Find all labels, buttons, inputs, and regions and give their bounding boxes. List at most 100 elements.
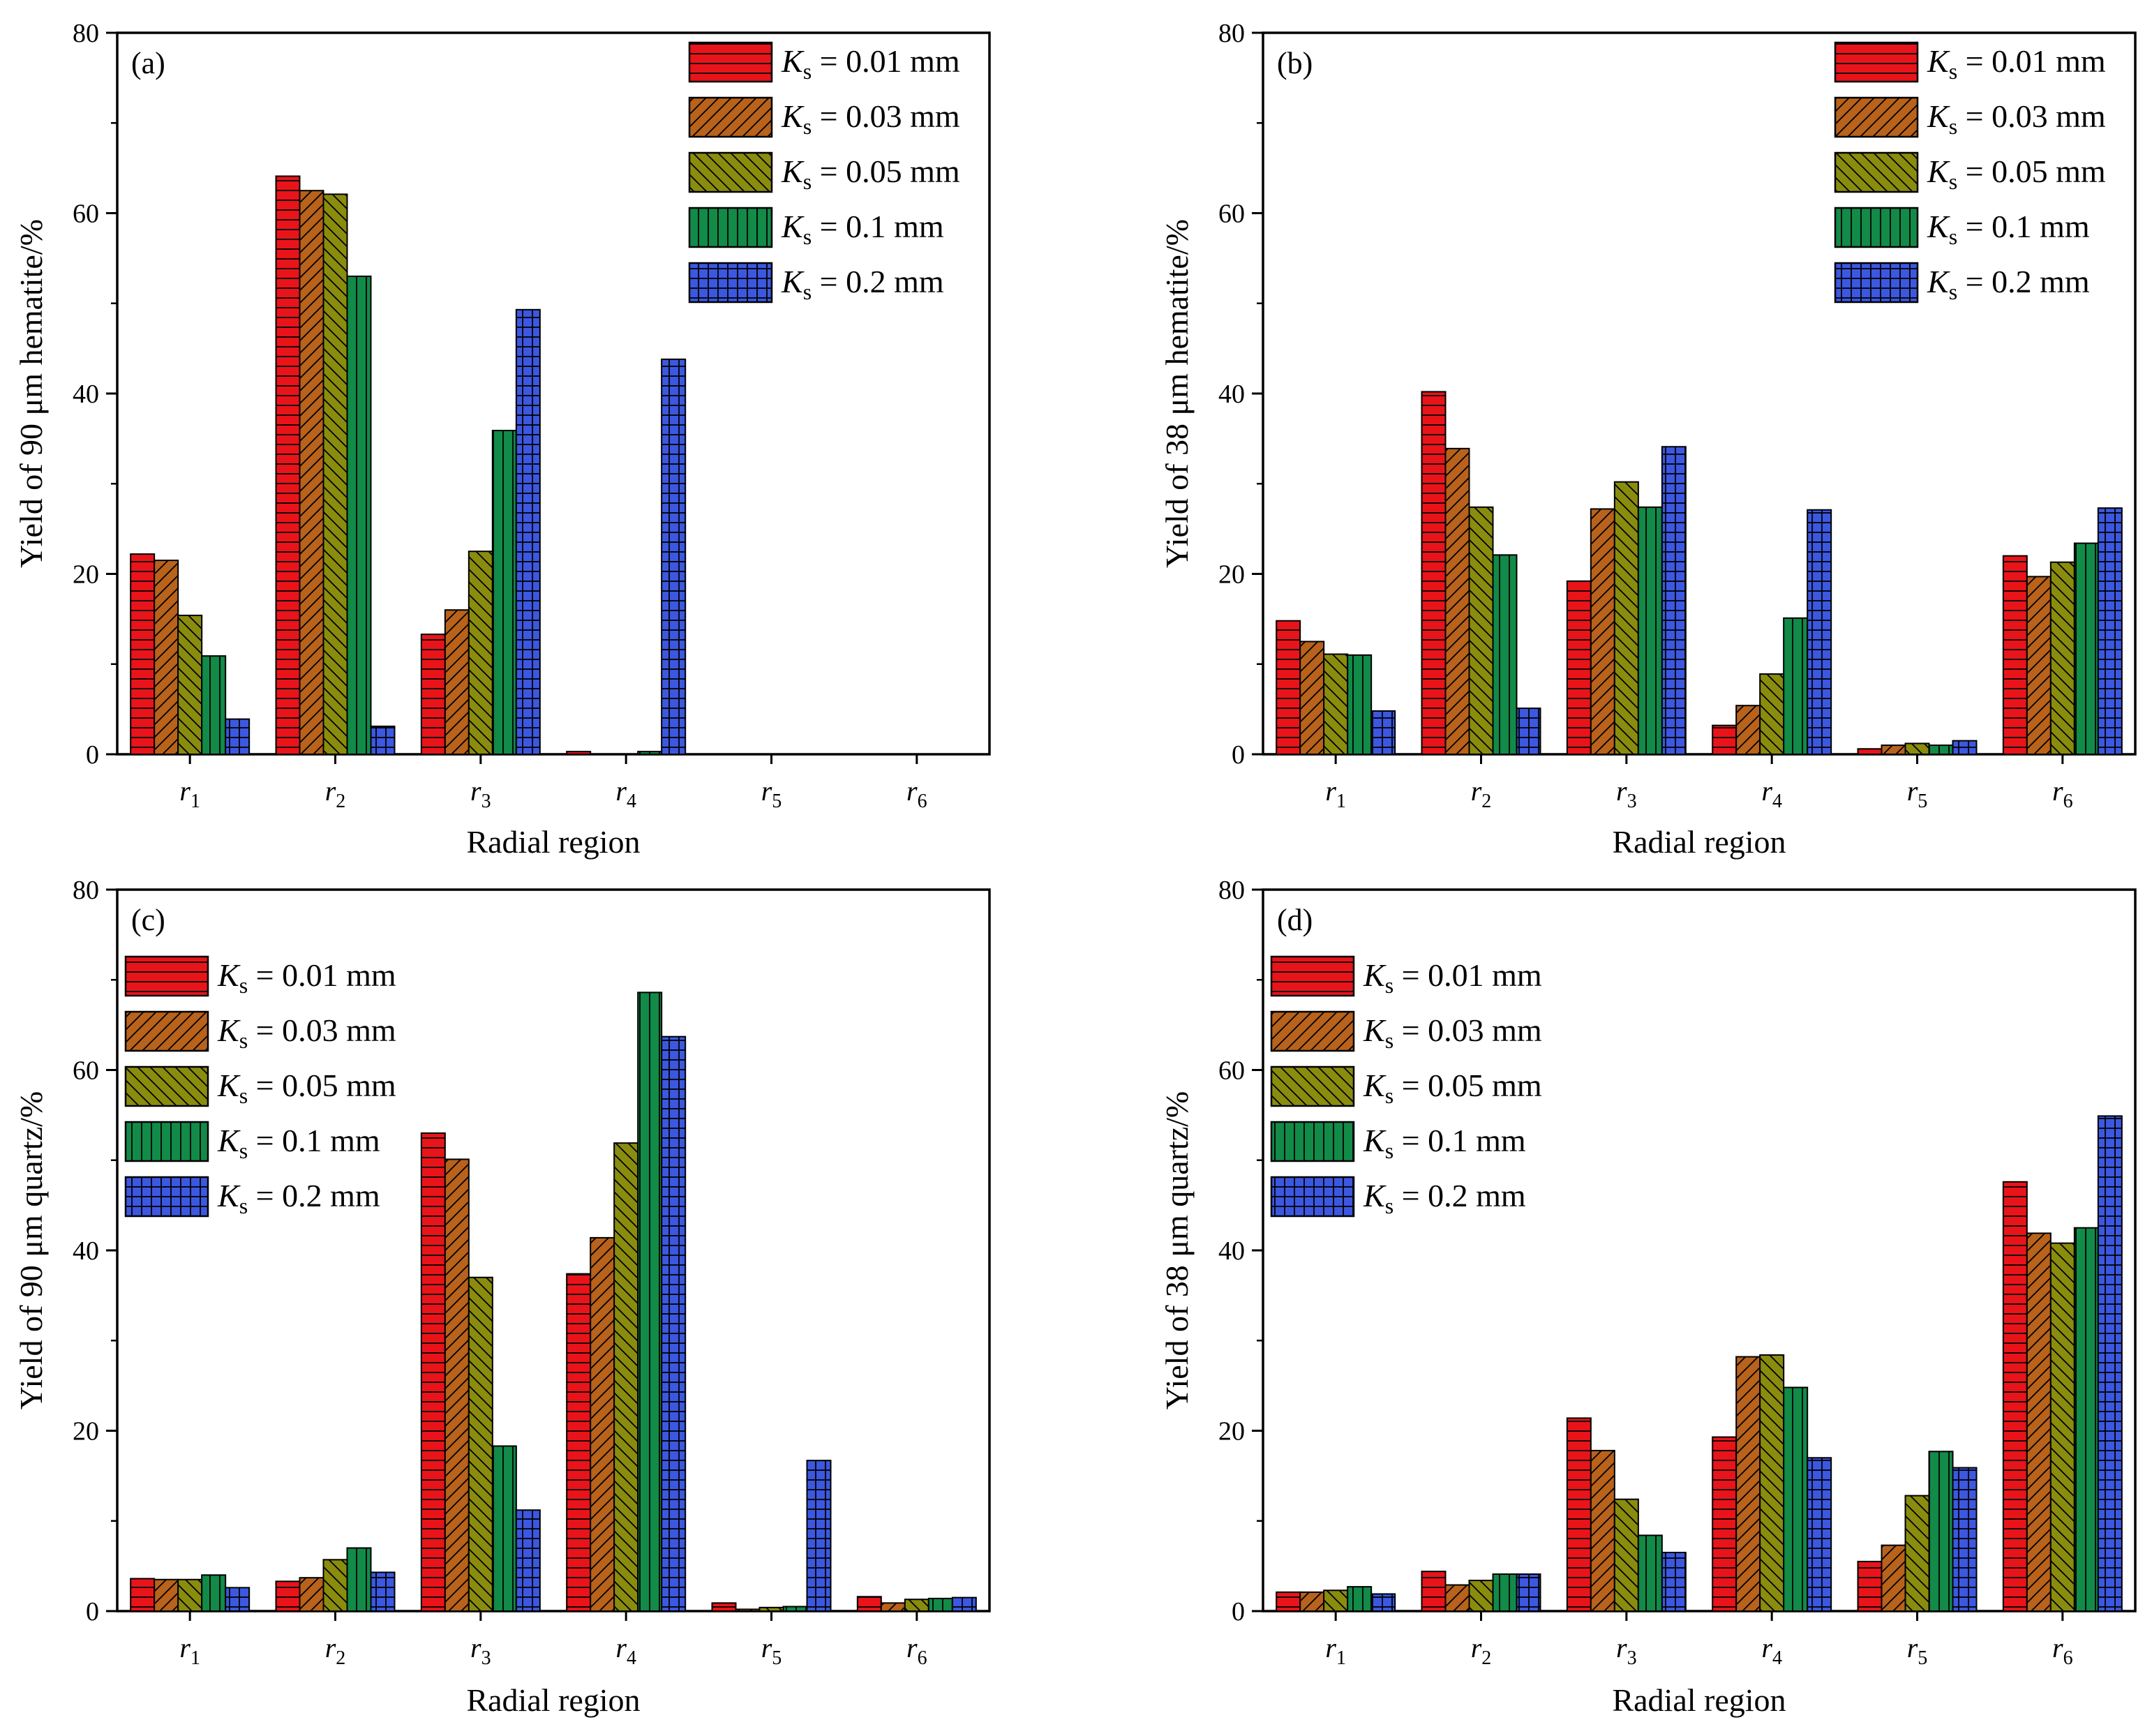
panel-label-c: (c) <box>131 903 165 937</box>
bar-b-r4-s2 <box>1759 673 1785 756</box>
bar-a-r1-s3 <box>201 655 227 755</box>
bar-c-r3-s4 <box>515 1509 541 1612</box>
bar-d-r4-s3 <box>1783 1386 1809 1612</box>
legend-label-d-0: Ks = 0.01 mm <box>1363 957 1542 998</box>
legend-label-a-3: Ks = 0.1 mm <box>781 209 944 249</box>
bar-c-r4-s4 <box>661 1035 687 1612</box>
y-tick-label-c-0: 0 <box>86 1597 99 1626</box>
plot-frame-c <box>116 888 991 1612</box>
bar-d-r1-s0 <box>1276 1591 1301 1612</box>
legend-swatch-d-3 <box>1270 1121 1355 1162</box>
x-tick-label-b-r3: r3 <box>1616 775 1637 812</box>
plot-frame-a <box>116 31 991 756</box>
ticks-a: r1 r2 r3 r4 r5 r6 0 20 40 60 80 <box>73 19 927 812</box>
bar-c-r6-s0 <box>856 1596 882 1612</box>
legend-swatch-a-2 <box>688 151 773 193</box>
legend-label-c-3: Ks = 0.1 mm <box>217 1123 380 1163</box>
legend-item-d-1: Ks = 0.03 mm <box>1270 1010 1542 1053</box>
legend-a: Ks = 0.01 mm Ks = 0.03 mm Ks = 0.05 mm Ks =… <box>688 41 960 304</box>
legend-label-c-4: Ks = 0.2 mm <box>217 1178 380 1218</box>
y-tick-label-b-80: 80 <box>1218 19 1245 48</box>
bar-c-r4-s1 <box>590 1236 615 1612</box>
x-tick-label-a-r3: r3 <box>470 775 491 812</box>
legend-item-a-3: Ks = 0.1 mm <box>688 207 944 249</box>
legend-item-c-2: Ks = 0.05 mm <box>124 1065 396 1108</box>
legend-label-b-1: Ks = 0.03 mm <box>1927 98 2106 139</box>
bar-a-r3-s4 <box>515 308 541 755</box>
bar-d-r3-s3 <box>1637 1534 1663 1612</box>
bar-b-r3-s4 <box>1661 446 1687 755</box>
bar-c-r5-s4 <box>806 1460 832 1612</box>
bar-c-r5-s2 <box>759 1606 784 1612</box>
bars-c <box>130 992 977 1612</box>
legend-swatch-a-3 <box>688 207 773 248</box>
legend-item-a-0: Ks = 0.01 mm <box>688 41 960 84</box>
bar-c-r4-s3 <box>637 992 663 1612</box>
x-axis-label-d: Radial region <box>1612 1682 1786 1718</box>
bar-d-r6-s1 <box>2026 1232 2052 1612</box>
y-tick-label-a-60: 60 <box>73 200 99 229</box>
legend-item-c-4: Ks = 0.2 mm <box>124 1176 380 1218</box>
x-tick-label-c-r6: r6 <box>906 1632 927 1669</box>
y-tick-label-a-0: 0 <box>86 740 99 770</box>
y-axis-label-b: Yield of 38 μm hematite/% <box>1159 219 1195 568</box>
bar-d-r4-s4 <box>1807 1457 1832 1612</box>
bar-b-r2-s0 <box>1421 391 1447 755</box>
bar-b-r3-s1 <box>1590 508 1615 755</box>
bar-c-r1-s1 <box>154 1578 179 1612</box>
bar-c-r2-s2 <box>322 1559 348 1612</box>
bar-b-r5-s1 <box>1881 744 1906 755</box>
bar-c-r2-s1 <box>299 1577 324 1612</box>
bar-a-r4-s0 <box>566 751 592 756</box>
bar-d-r3-s2 <box>1613 1498 1639 1612</box>
bar-a-r4-s3 <box>637 751 663 756</box>
bar-d-r2-s2 <box>1468 1580 1494 1612</box>
bar-b-r1-s1 <box>1299 641 1325 755</box>
y-tick-label-a-80: 80 <box>73 19 99 48</box>
bar-b-r4-s3 <box>1783 617 1809 756</box>
panel-label-a: (a) <box>131 46 165 80</box>
x-tick-label-d-r2: r2 <box>1471 1632 1492 1669</box>
legend-swatch-d-1 <box>1270 1010 1355 1052</box>
legend-label-a-2: Ks = 0.05 mm <box>781 154 960 194</box>
y-tick-label-d-20: 20 <box>1218 1417 1245 1446</box>
legend-swatch-b-0 <box>1834 41 1919 83</box>
bar-d-r5-s3 <box>1928 1451 1954 1612</box>
bar-a-r2-s2 <box>322 193 348 756</box>
bar-b-r5-s3 <box>1928 744 1954 755</box>
legend-item-d-2: Ks = 0.05 mm <box>1270 1065 1542 1108</box>
legend-label-a-1: Ks = 0.03 mm <box>781 98 960 139</box>
legend-item-b-2: Ks = 0.05 mm <box>1834 151 2106 194</box>
legend-label-d-1: Ks = 0.03 mm <box>1363 1012 1542 1053</box>
bar-c-r6-s3 <box>927 1597 953 1612</box>
bar-b-r6-s3 <box>2073 542 2099 755</box>
x-tick-label-a-r6: r6 <box>906 775 927 812</box>
x-axis-label-c: Radial region <box>466 1682 640 1718</box>
legend-swatch-d-2 <box>1270 1065 1355 1107</box>
legend-swatch-b-2 <box>1834 151 1919 193</box>
bar-c-r1-s2 <box>177 1578 203 1612</box>
y-tick-label-c-20: 20 <box>73 1417 99 1446</box>
y-axis-label-c: Yield of 90 μm quartz/% <box>13 1091 49 1409</box>
legend-item-c-3: Ks = 0.1 mm <box>124 1121 380 1163</box>
bars-d <box>1276 1115 2123 1612</box>
x-tick-label-c-r5: r5 <box>761 1632 782 1669</box>
x-tick-label-d-r5: r5 <box>1907 1632 1928 1669</box>
bar-a-r3-s2 <box>468 551 493 755</box>
legend-swatch-c-3 <box>124 1121 209 1162</box>
bar-a-r3-s3 <box>491 429 517 755</box>
bar-c-r4-s0 <box>566 1273 592 1612</box>
bar-c-r6-s2 <box>904 1599 929 1612</box>
legend-swatch-a-4 <box>688 262 773 304</box>
bar-b-r6-s1 <box>2026 576 2052 755</box>
legend-swatch-b-3 <box>1834 207 1919 248</box>
y-tick-label-b-40: 40 <box>1218 380 1245 409</box>
panel-label-b: (b) <box>1277 46 1313 80</box>
x-tick-label-a-r5: r5 <box>761 775 782 812</box>
x-tick-label-b-r5: r5 <box>1907 775 1928 812</box>
x-tick-label-c-r2: r2 <box>325 1632 346 1669</box>
legend-swatch-a-0 <box>688 41 773 83</box>
